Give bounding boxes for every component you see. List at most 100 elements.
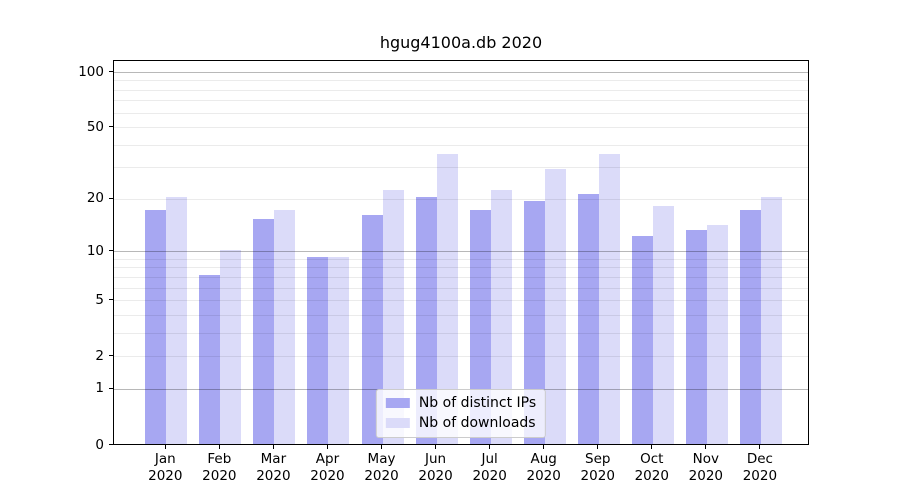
- y-tick-label-20: 20: [86, 190, 104, 207]
- year-label: 2020: [148, 468, 183, 484]
- major-gridline-100: [114, 72, 808, 73]
- bar-downloads-aug: [544, 168, 566, 444]
- major-gridline-10: [114, 251, 808, 253]
- bar-distinct-ips-jan: [145, 209, 167, 444]
- plot-area: Nb of distinct IPs Nb of downloads: [113, 59, 809, 445]
- year-label: 2020: [526, 468, 561, 484]
- minor-gridline-7: [114, 276, 808, 278]
- y-tick-label-1: 1: [95, 380, 104, 397]
- x-tick-mark-dec: [759, 444, 761, 449]
- legend-label: Nb of downloads: [418, 414, 536, 431]
- x-tick-label-aug: Aug 2020: [512, 451, 576, 485]
- x-tick-mark-jul: [489, 444, 491, 449]
- x-tick-mark-jun: [435, 444, 437, 449]
- month-label: Jul: [481, 451, 498, 467]
- x-tick-label-jul: Jul 2020: [458, 451, 522, 485]
- y-tick-label-10: 10: [86, 242, 104, 259]
- year-label: 2020: [202, 468, 237, 484]
- minor-gridline-60: [114, 112, 808, 114]
- chart-title: hgug4100a.db 2020: [379, 33, 543, 52]
- x-tick-mark-feb: [218, 444, 220, 449]
- minor-gridline-8: [114, 267, 808, 269]
- year-label: 2020: [310, 468, 345, 484]
- month-label: Jun: [425, 451, 447, 467]
- bar-distinct-ips-may: [361, 214, 383, 444]
- minor-gridline-90: [114, 80, 808, 82]
- bar-distinct-ips-sep: [577, 193, 599, 444]
- month-label: May: [367, 451, 396, 467]
- minor-gridline-3: [114, 332, 808, 334]
- month-label: Dec: [746, 451, 773, 467]
- minor-gridline-5: [114, 300, 808, 302]
- bar-distinct-ips-jun: [415, 197, 437, 444]
- month-label: Mar: [260, 451, 287, 467]
- x-tick-label-dec: Dec 2020: [728, 451, 792, 485]
- bar-downloads-jul: [490, 190, 512, 444]
- legend-swatch-downloads: [385, 418, 410, 428]
- x-tick-label-mar: Mar 2020: [241, 451, 305, 485]
- y-tick-mark-10: [109, 250, 113, 252]
- bar-downloads-apr: [328, 257, 350, 444]
- minor-gridline-40: [114, 144, 808, 146]
- minor-gridline-30: [114, 167, 808, 169]
- x-tick-mark-mar: [272, 444, 274, 449]
- year-label: 2020: [688, 468, 724, 484]
- legend-swatch-distinct-ips: [385, 398, 410, 408]
- bar-downloads-jun: [436, 153, 458, 444]
- month-label: Feb: [207, 451, 232, 467]
- month-label: Sep: [585, 451, 611, 467]
- bar-distinct-ips-aug: [523, 201, 545, 444]
- x-tick-label-feb: Feb 2020: [187, 451, 251, 485]
- y-tick-mark-100: [109, 71, 113, 72]
- x-tick-mark-sep: [597, 444, 599, 449]
- bar-distinct-ips-mar: [253, 219, 275, 444]
- x-tick-label-jan: Jan 2020: [133, 451, 197, 485]
- y-tick-mark-1: [109, 387, 113, 389]
- bar-distinct-ips-apr: [307, 257, 329, 444]
- year-label: 2020: [472, 468, 507, 484]
- minor-gridline-4: [114, 314, 808, 316]
- year-label: 2020: [364, 468, 399, 484]
- bar-downloads-jan: [166, 197, 188, 444]
- bar-downloads-may: [382, 190, 404, 444]
- minor-gridline-70: [114, 100, 808, 102]
- bar-downloads-mar: [274, 209, 296, 444]
- minor-gridline-80: [114, 89, 808, 91]
- x-tick-mark-apr: [326, 444, 328, 449]
- grid-layer: [114, 61, 808, 444]
- bar-downloads-sep: [598, 153, 620, 444]
- bar-distinct-ips-feb: [199, 275, 221, 444]
- minor-gridline-9: [114, 258, 808, 260]
- bar-distinct-ips-nov: [685, 230, 707, 444]
- month-label: Aug: [530, 451, 557, 467]
- legend: Nb of distinct IPs Nb of downloads: [375, 388, 547, 438]
- y-tick-label-5: 5: [95, 291, 104, 308]
- y-tick-label-50: 50: [86, 118, 104, 135]
- x-tick-label-may: May 2020: [350, 451, 414, 485]
- x-tick-label-nov: Nov 2020: [674, 451, 738, 485]
- month-label: Oct: [640, 451, 664, 467]
- minor-gridline-2: [114, 356, 808, 358]
- legend-item-downloads: Nb of downloads: [385, 414, 536, 432]
- year-label: 2020: [256, 468, 291, 484]
- legend-label: Nb of distinct IPs: [418, 394, 537, 411]
- minor-gridline-6: [114, 287, 808, 289]
- y-tick-mark-50: [109, 126, 113, 128]
- x-tick-mark-jan: [164, 444, 166, 449]
- y-tick-label-100: 100: [78, 63, 104, 80]
- month-label: Nov: [692, 451, 720, 467]
- x-tick-mark-aug: [543, 444, 545, 449]
- bar-distinct-ips-dec: [739, 209, 761, 444]
- bars-layer: [114, 61, 808, 444]
- minor-gridline-50: [114, 127, 808, 129]
- x-tick-label-sep: Sep 2020: [566, 451, 630, 485]
- x-tick-label-oct: Oct 2020: [620, 451, 684, 485]
- bar-downloads-feb: [220, 249, 242, 444]
- x-tick-label-apr: Apr 2020: [295, 451, 359, 485]
- bar-downloads-dec: [760, 197, 782, 444]
- x-tick-mark-may: [381, 444, 383, 449]
- y-tick-label-2: 2: [95, 347, 104, 364]
- y-tick-mark-0: [109, 444, 113, 445]
- month-label: Apr: [315, 451, 340, 467]
- y-tick-mark-20: [109, 197, 113, 199]
